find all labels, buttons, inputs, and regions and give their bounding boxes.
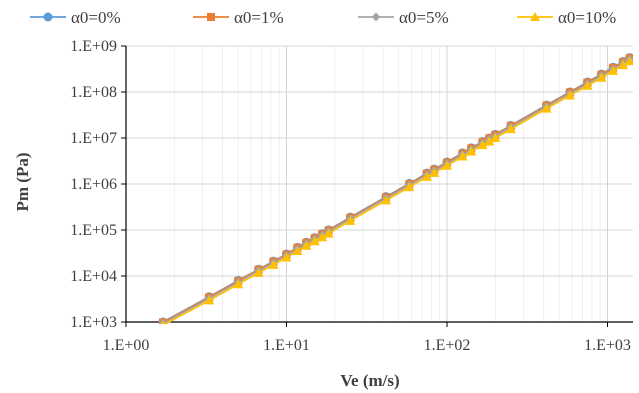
- data-point: [309, 236, 320, 246]
- legend-item-0: α0=0%: [30, 8, 121, 27]
- data-point: [582, 80, 593, 90]
- tick-labels: 1.E+03 1.E+04 1.E+05 1.E+06 1.E+07 1.E+08 1.E+…: [70, 38, 631, 354]
- data-point: [317, 232, 328, 242]
- data-point: [505, 124, 516, 134]
- data-point: [618, 60, 629, 70]
- y-tick-label: 1.E+09: [70, 38, 117, 55]
- y-tick-label: 1.E+04: [70, 268, 117, 285]
- x-tick-label: 1.E+01: [263, 337, 310, 354]
- data-point: [301, 240, 312, 250]
- data-point: [381, 195, 392, 205]
- x-tick-label: 1.E+03: [584, 337, 631, 354]
- data-point: [541, 103, 552, 113]
- legend-marker: [207, 13, 215, 21]
- y-axis-title: Pm (Pa): [13, 152, 32, 211]
- axes: [121, 45, 633, 327]
- data-point: [281, 252, 292, 262]
- data-point: [253, 267, 264, 277]
- legend-item-2: α0=5%: [358, 8, 449, 27]
- data-point: [429, 167, 440, 177]
- x-tick-label: 1.E+00: [103, 337, 150, 354]
- data-point: [442, 160, 452, 170]
- y-tick-label: 1.E+06: [70, 176, 117, 193]
- y-tick-label: 1.E+05: [70, 222, 117, 239]
- data-point: [292, 245, 303, 255]
- data-point: [564, 90, 575, 100]
- data-point: [457, 151, 468, 161]
- series-3: [160, 56, 633, 324]
- legend-label: α0=5%: [399, 8, 449, 27]
- data-point: [608, 65, 619, 75]
- x-axis-title: Ve (m/s): [340, 371, 399, 390]
- legend-item-1: α0=1%: [193, 8, 284, 27]
- data-point: [490, 133, 501, 142]
- x-tick-label: 1.E+02: [424, 337, 471, 354]
- data-point: [323, 228, 334, 238]
- data-point: [596, 72, 607, 82]
- legend-label: α0=1%: [234, 8, 284, 27]
- data-point: [466, 146, 477, 156]
- gridlines: [125, 45, 633, 323]
- legend-marker: [530, 12, 540, 21]
- data-point: [484, 136, 495, 146]
- data-point: [204, 295, 215, 305]
- legend-label: α0=10%: [558, 8, 616, 27]
- data-point: [477, 140, 488, 150]
- legend-label: α0=0%: [71, 8, 121, 27]
- y-tick-label: 1.E+03: [70, 314, 117, 331]
- legend: α0=0% α0=1% α0=5% α0=10%: [30, 8, 616, 27]
- data-point: [233, 279, 244, 289]
- legend-marker: [43, 12, 53, 22]
- data-point: [624, 56, 633, 66]
- legend-marker: [371, 12, 381, 22]
- series-layer: [158, 53, 633, 324]
- data-point: [268, 259, 279, 269]
- data-point: [404, 182, 415, 192]
- y-tick-label: 1.E+08: [70, 84, 117, 101]
- data-point: [160, 320, 166, 324]
- legend-item-3: α0=10%: [517, 8, 616, 27]
- data-point: [345, 215, 356, 225]
- data-point: [421, 171, 432, 181]
- y-tick-label: 1.E+07: [70, 130, 117, 147]
